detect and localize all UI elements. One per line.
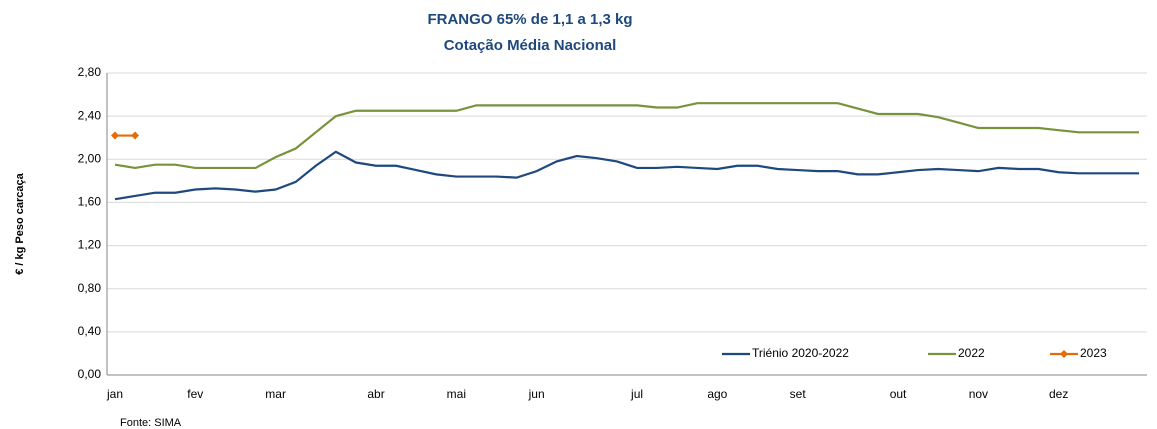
series-line (114, 102, 1139, 170)
legend-marker (1060, 350, 1068, 358)
x-tick-label: jan (106, 387, 123, 401)
x-tick-label: jun (528, 387, 545, 401)
x-tick-label: nov (969, 387, 988, 401)
source: Fonte: SIMA (120, 417, 182, 429)
y-tick-label: 0,80 (78, 281, 102, 295)
x-tick-label: mar (265, 387, 286, 401)
x-tick-label: fev (187, 387, 203, 401)
x-tick-label: set (790, 387, 807, 401)
x-tick-label: ago (707, 387, 727, 401)
series-line (114, 150, 1139, 201)
y-tick-label: 1,20 (78, 238, 102, 252)
y-tick-label: 0,00 (78, 367, 102, 381)
legend-label: 2023 (1080, 346, 1107, 360)
x-tick-label: out (890, 387, 907, 401)
x-tick-label: mai (447, 387, 466, 401)
legend-label: Triénio 2020-2022 (752, 346, 849, 360)
y-tick-label: 1,60 (78, 195, 102, 209)
y-tick-label: 2,80 (78, 65, 102, 79)
chart-subtitle: Cotação Média Nacional (444, 37, 617, 54)
chart-title: FRANGO 65% de 1,1 a 1,3 kg (427, 11, 632, 28)
series-marker (131, 131, 140, 140)
x-tick-label: jul (630, 387, 643, 401)
y-tick-label: 0,40 (78, 324, 102, 338)
series-marker (111, 131, 119, 140)
y-axis-label: € / kg Peso carcaça (14, 172, 26, 274)
legend-label: 2022 (958, 346, 985, 360)
x-tick-label: dez (1049, 387, 1068, 401)
x-tick-label: abr (367, 387, 384, 401)
y-tick-label: 2,40 (78, 108, 102, 122)
y-tick-label: 2,00 (78, 151, 102, 165)
